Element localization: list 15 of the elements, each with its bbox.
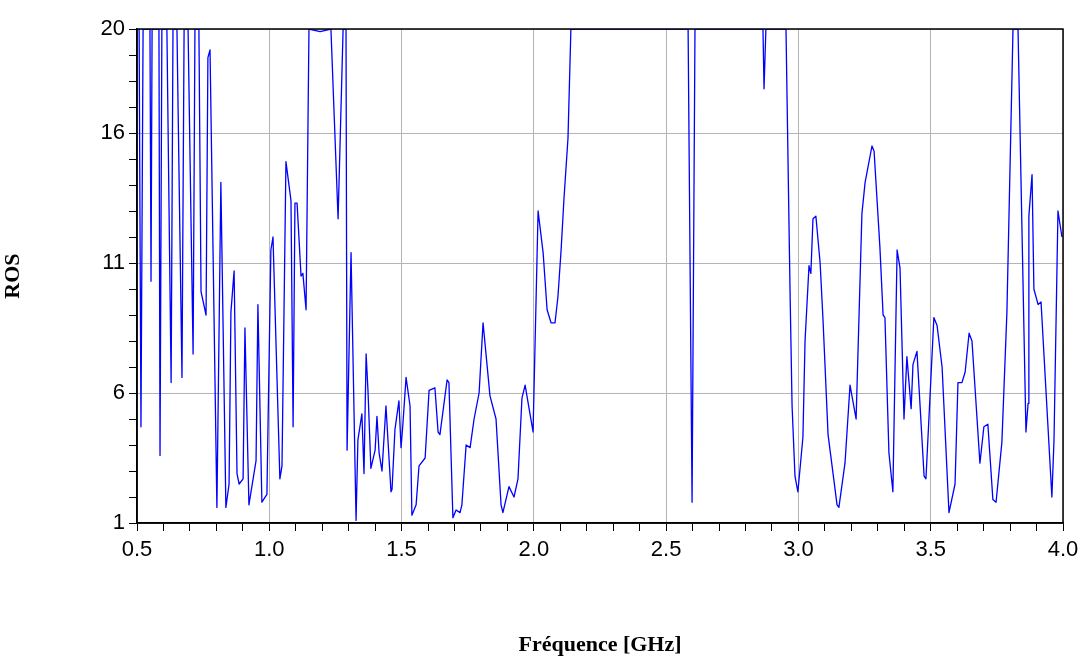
y-tick-label: 1 <box>112 509 125 535</box>
x-tick-label: 3.0 <box>783 536 814 562</box>
x-tick-label: 2.0 <box>518 536 550 562</box>
x-tick-label: 2.5 <box>650 536 682 562</box>
y-tick-label: 6 <box>112 379 125 405</box>
x-tick-label: 3.5 <box>915 536 947 562</box>
x-tick-label: 0.5 <box>121 536 153 562</box>
x-axis-title: Fréquence [GHz] <box>518 631 682 657</box>
y-tick-label: 11 <box>102 249 125 275</box>
x-tick-label: 4.0 <box>1047 536 1079 562</box>
x-tick-label: 1.0 <box>253 536 285 562</box>
y-tick-label: 20 <box>100 15 125 41</box>
y-tick-label: 16 <box>100 119 125 145</box>
y-axis-title: ROS <box>0 253 24 299</box>
x-tick-label: 1.5 <box>386 536 417 562</box>
